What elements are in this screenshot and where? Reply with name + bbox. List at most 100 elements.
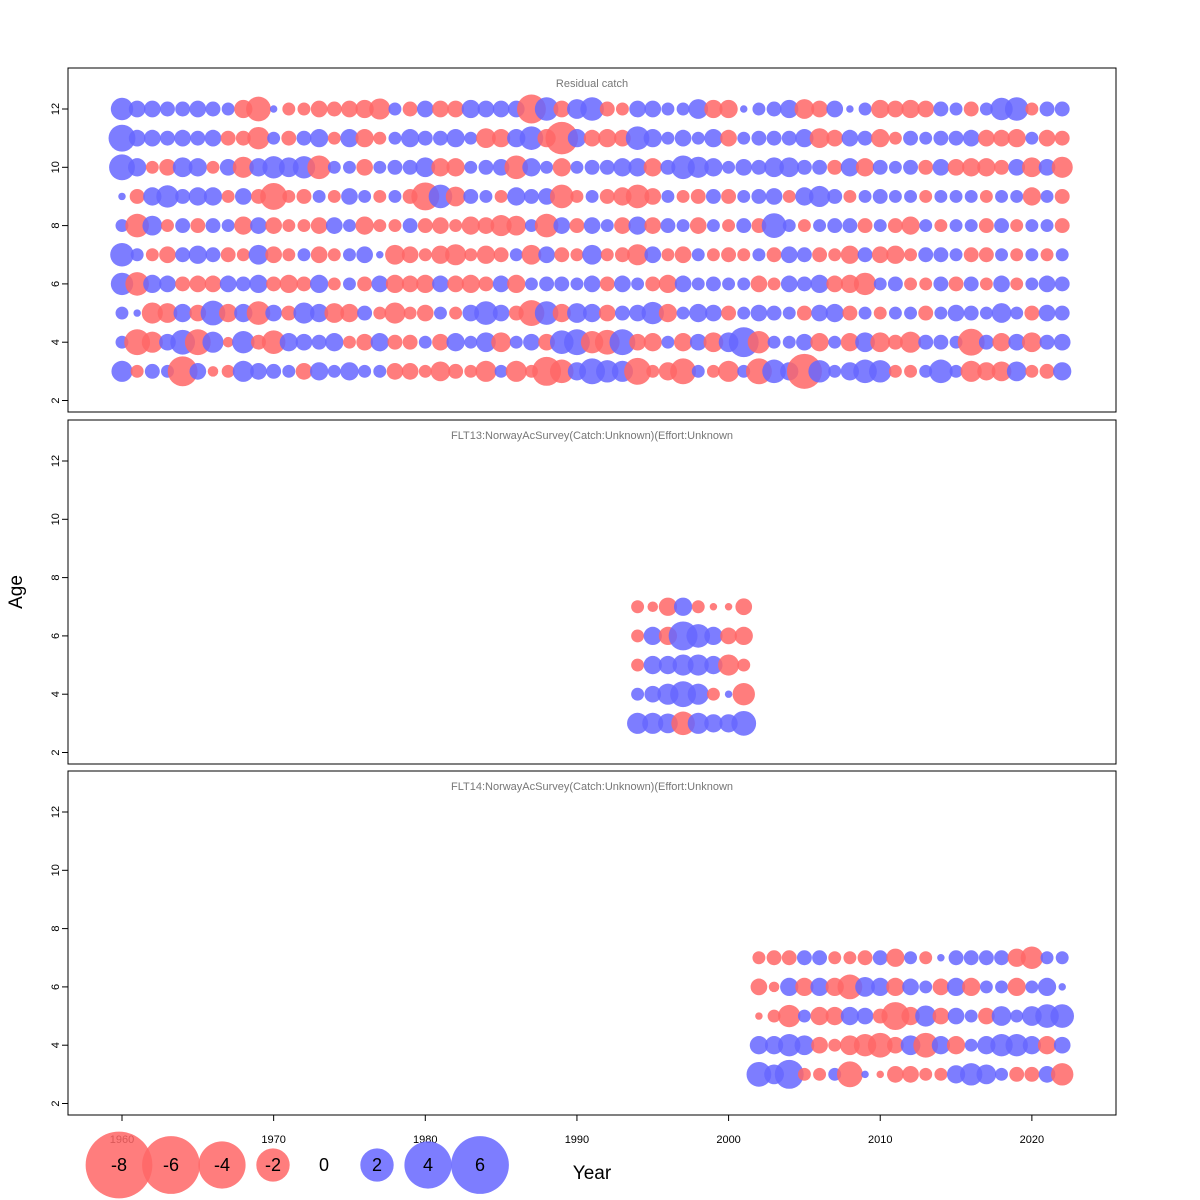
residual-bubble bbox=[402, 334, 418, 350]
residual-bubble bbox=[143, 129, 161, 147]
residual-bubble bbox=[583, 217, 601, 234]
panel-title: Residual catch bbox=[556, 78, 628, 90]
residual-bubble bbox=[1022, 1036, 1042, 1055]
legend-bubble bbox=[256, 1148, 290, 1182]
residual-bubble bbox=[281, 305, 297, 321]
residual-bubble bbox=[828, 364, 842, 378]
residual-bubble bbox=[764, 1036, 784, 1055]
residual-bubble bbox=[220, 247, 236, 263]
residual-bubble bbox=[706, 248, 720, 262]
residual-bubble bbox=[995, 980, 1009, 994]
residual-bubble bbox=[858, 102, 872, 116]
residual-bubble bbox=[309, 129, 329, 148]
residual-bubble bbox=[598, 129, 617, 148]
residual-bubble bbox=[671, 711, 695, 736]
residual-bubble bbox=[900, 331, 922, 353]
residual-bubble bbox=[964, 219, 978, 233]
residual-bubble bbox=[387, 334, 403, 350]
residual-bubble bbox=[881, 1002, 910, 1031]
residual-bubble bbox=[673, 597, 693, 616]
residual-bubble bbox=[993, 275, 1010, 293]
residual-bubble bbox=[932, 978, 950, 996]
residual-bubble bbox=[403, 306, 417, 320]
residual-bubble bbox=[1021, 332, 1042, 353]
residual-bubble bbox=[828, 248, 842, 262]
residual-bubble bbox=[766, 247, 782, 263]
residual-bubble bbox=[691, 600, 705, 614]
residual-bubble bbox=[810, 274, 829, 294]
residual-bubble bbox=[415, 157, 436, 178]
residual-bubble bbox=[904, 189, 918, 203]
residual-bubble bbox=[189, 275, 207, 293]
residual-bubble bbox=[189, 100, 207, 118]
residual-bubble bbox=[266, 363, 282, 379]
residual-bubble bbox=[448, 363, 464, 379]
residual-bubble bbox=[704, 655, 723, 675]
residual-bubble bbox=[265, 304, 282, 322]
x-tick-label: 2020 bbox=[1020, 1134, 1044, 1146]
residual-bubble bbox=[887, 218, 903, 234]
residual-bubble bbox=[261, 330, 286, 354]
residual-bubble bbox=[1008, 333, 1026, 351]
residual-bubble bbox=[855, 977, 875, 997]
residual-bubble bbox=[977, 1036, 996, 1055]
y-tick-label: 6 bbox=[50, 633, 62, 639]
residual-bubble bbox=[888, 160, 902, 174]
residual-bubble bbox=[600, 219, 614, 233]
residual-bubble bbox=[658, 274, 678, 294]
residual-bubble bbox=[871, 99, 890, 119]
residual-bubble bbox=[373, 364, 387, 378]
residual-bubble bbox=[853, 272, 877, 296]
residual-bubble bbox=[1024, 305, 1040, 321]
residual-bubble bbox=[1054, 276, 1070, 292]
residual-bubble bbox=[737, 248, 751, 262]
residual-bubble bbox=[373, 219, 387, 233]
residual-bubble bbox=[964, 1038, 978, 1052]
residual-bubble bbox=[676, 102, 690, 116]
residual-bubble bbox=[373, 306, 387, 320]
residual-bubble bbox=[567, 303, 587, 323]
residual-bubble bbox=[1037, 977, 1057, 997]
residual-bubble bbox=[609, 329, 636, 356]
residual-bubble bbox=[705, 276, 721, 292]
residual-bubble bbox=[1006, 361, 1027, 382]
residual-bubble bbox=[963, 101, 979, 117]
residual-bubble bbox=[614, 275, 631, 293]
y-tick-label: 12 bbox=[50, 806, 62, 818]
residual-bubble bbox=[766, 305, 782, 321]
residual-bubble bbox=[160, 130, 175, 146]
residual-bubble bbox=[624, 357, 652, 385]
residual-bubble bbox=[432, 130, 448, 146]
residual-bubble bbox=[887, 276, 903, 292]
residual-bubble bbox=[627, 244, 649, 266]
residual-bubble bbox=[384, 302, 406, 324]
residual-bubble bbox=[109, 154, 135, 181]
y-tick-label: 4 bbox=[50, 339, 62, 345]
residual-bubble bbox=[644, 685, 662, 703]
residual-bubble bbox=[795, 187, 814, 206]
residual-bubble bbox=[794, 99, 815, 119]
residual-bubble bbox=[447, 275, 464, 293]
residual-bubble bbox=[704, 129, 723, 148]
residual-bubble bbox=[919, 364, 933, 378]
y-tick-label: 10 bbox=[50, 161, 62, 173]
residual-bubble bbox=[781, 950, 797, 966]
residual-bubble bbox=[279, 274, 298, 294]
residual-bubble bbox=[387, 159, 403, 175]
panel: Residual catch 2 4 6 8 10 12 bbox=[50, 67, 1117, 413]
residual-bubble bbox=[846, 105, 854, 113]
residual-bubble bbox=[309, 274, 329, 294]
residual-bubble bbox=[324, 303, 345, 323]
residual-bubble bbox=[737, 189, 751, 203]
residual-bubble bbox=[704, 714, 723, 733]
residual-bubble bbox=[143, 100, 161, 118]
residual-bubble bbox=[538, 246, 555, 264]
residual-bubble bbox=[737, 658, 751, 672]
residual-bubble bbox=[417, 130, 433, 146]
legend-item: 6 bbox=[451, 1136, 509, 1194]
residual-bubble bbox=[570, 189, 584, 203]
residual-bubble bbox=[142, 215, 163, 236]
residual-bubble bbox=[491, 332, 511, 353]
residual-bubble bbox=[706, 687, 720, 701]
